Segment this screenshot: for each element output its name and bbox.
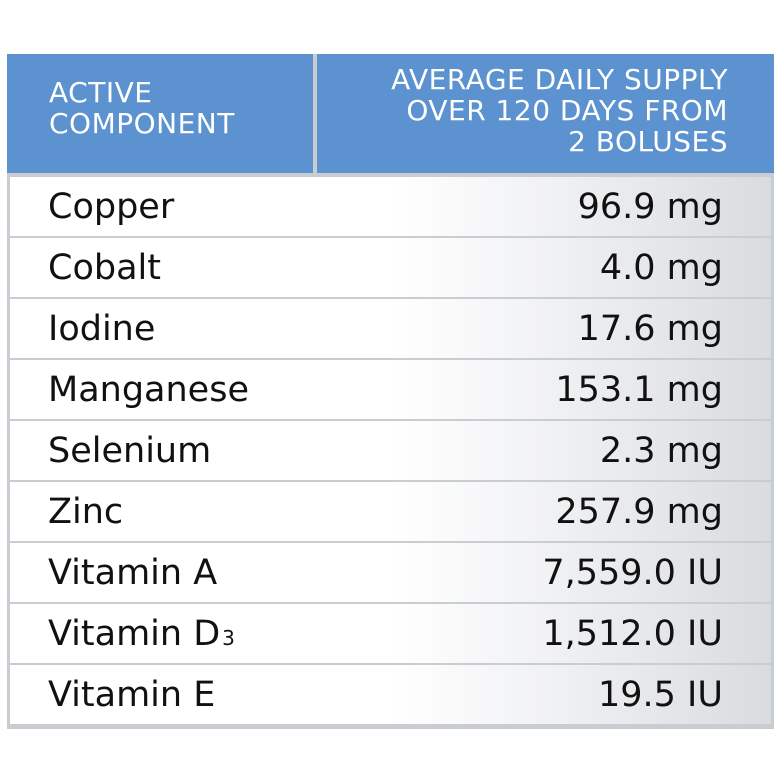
supply-value: 4.0 mg [599,247,723,288]
table-row: Iodine 17.6 mg [10,299,771,358]
header-component-line: COMPONENT [49,107,235,140]
supply-table: ACTIVE COMPONENT AVERAGE DAILY SUPPLY OV… [7,54,774,729]
header-average-daily-supply: AVERAGE DAILY SUPPLY OVER 120 DAYS FROM … [317,54,774,173]
table-row: Cobalt 4.0 mg [10,238,771,297]
table-row: Vitamin E 19.5 IU [10,665,771,724]
component-name: Vitamin A [48,552,218,593]
supply-value: 96.9 mg [577,186,723,227]
component-name: Copper [48,186,175,227]
table-header: ACTIVE COMPONENT AVERAGE DAILY SUPPLY OV… [7,54,774,173]
component-name: Manganese [48,369,249,410]
supply-value: 1,512.0 IU [542,613,723,654]
supply-value: 153.1 mg [555,369,723,410]
subscript: 3 [222,625,235,650]
component-name: Zinc [48,491,124,532]
component-name: Vitamin E [48,674,216,715]
supply-value: 17.6 mg [577,308,723,349]
table-row: Copper 96.9 mg [10,177,771,236]
header-supply-line: 2 BOLUSES [568,125,728,158]
header-supply-line: OVER 120 DAYS FROM [406,94,728,127]
header-active-component: ACTIVE COMPONENT [7,54,313,173]
component-name: Iodine [48,308,156,349]
header-supply-line: AVERAGE DAILY SUPPLY [391,63,728,96]
table-row: Selenium 2.3 mg [10,421,771,480]
supply-value: 19.5 IU [598,674,723,715]
table-body: Copper 96.9 mg Cobalt 4.0 mg Iodine 17.6… [10,177,771,726]
supply-value: 2.3 mg [599,430,723,471]
component-name: Cobalt [48,247,161,288]
table-row: Zinc 257.9 mg [10,482,771,541]
component-name: Selenium [48,430,212,471]
table-row: Vitamin A 7,559.0 IU [10,543,771,602]
table-row: Manganese 153.1 mg [10,360,771,419]
supply-value: 257.9 mg [555,491,723,532]
header-component-line: ACTIVE [49,76,153,109]
supply-value: 7,559.0 IU [542,552,723,593]
